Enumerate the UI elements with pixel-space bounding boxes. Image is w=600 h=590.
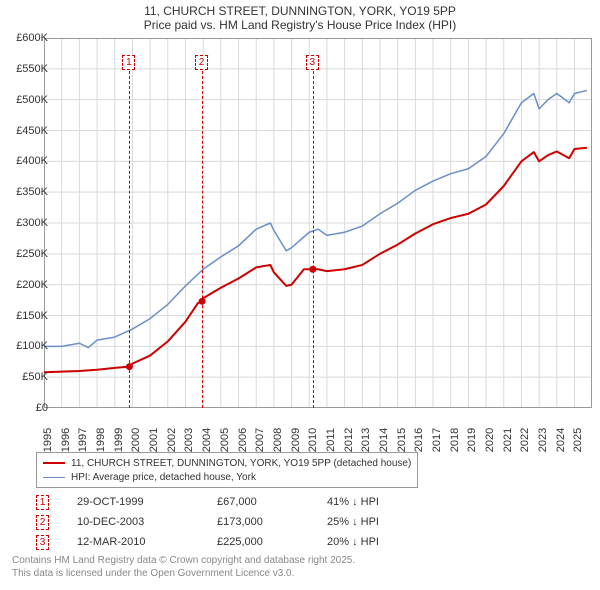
y-tick-label: £100K <box>8 340 48 352</box>
footer-line-2: This data is licensed under the Open Gov… <box>12 568 355 581</box>
x-tick-label: 2023 <box>537 428 549 452</box>
event-marker-box: 3 <box>306 55 319 70</box>
y-tick-label: £350K <box>8 186 48 198</box>
x-tick-label: 2021 <box>502 428 514 452</box>
y-tick-label: £150K <box>8 310 48 322</box>
x-tick-label: 2009 <box>290 428 302 452</box>
x-tick-label: 2012 <box>343 428 355 452</box>
x-tick-label: 2022 <box>519 428 531 452</box>
event-marker: 1 <box>36 495 49 510</box>
x-tick-label: 2018 <box>449 428 461 452</box>
y-tick-label: £550K <box>8 63 48 75</box>
footer-attribution: Contains HM Land Registry data © Crown c… <box>12 555 355 580</box>
event-vline <box>202 71 203 408</box>
chart-plot-area <box>44 38 592 408</box>
x-tick-label: 2001 <box>148 428 160 452</box>
x-tick-label: 2020 <box>484 428 496 452</box>
event-price: £225,000 <box>217 536 327 548</box>
x-tick-label: 2011 <box>325 428 337 452</box>
chart-container: 11, CHURCH STREET, DUNNINGTON, YORK, YO1… <box>0 0 600 590</box>
legend-row: HPI: Average price, detached house, York <box>43 470 411 484</box>
x-tick-label: 2005 <box>219 428 231 452</box>
x-tick-label: 2007 <box>254 428 266 452</box>
y-tick-label: £300K <box>8 217 48 229</box>
title-line-2: Price paid vs. HM Land Registry's House … <box>0 18 600 32</box>
event-row: 1 29-OCT-1999£67,00041% ↓ HPI <box>36 492 379 512</box>
event-row: 3 12-MAR-2010£225,00020% ↓ HPI <box>36 532 379 552</box>
x-tick-label: 2004 <box>201 428 213 452</box>
x-tick-label: 2019 <box>466 428 478 452</box>
y-tick-label: £500K <box>8 94 48 106</box>
y-tick-label: £400K <box>8 155 48 167</box>
x-tick-label: 1995 <box>42 428 54 452</box>
legend-box: 11, CHURCH STREET, DUNNINGTON, YORK, YO1… <box>36 452 418 488</box>
x-tick-label: 2010 <box>307 428 319 452</box>
event-marker-box: 2 <box>195 55 208 70</box>
y-tick-label: £0 <box>8 402 48 414</box>
event-vline <box>313 71 314 408</box>
x-tick-label: 2014 <box>378 428 390 452</box>
x-tick-label: 2025 <box>572 428 584 452</box>
event-marker-box: 1 <box>122 55 135 70</box>
y-tick-label: £200K <box>8 279 48 291</box>
x-tick-label: 1999 <box>113 428 125 452</box>
x-tick-label: 1996 <box>60 428 72 452</box>
legend-label: HPI: Average price, detached house, York <box>71 472 256 483</box>
chart-title-block: 11, CHURCH STREET, DUNNINGTON, YORK, YO1… <box>0 0 600 34</box>
x-tick-label: 2008 <box>272 428 284 452</box>
event-marker: 2 <box>36 515 49 530</box>
x-tick-label: 2003 <box>183 428 195 452</box>
x-tick-label: 2006 <box>237 428 249 452</box>
y-tick-label: £250K <box>8 248 48 260</box>
events-table: 1 29-OCT-1999£67,00041% ↓ HPI 2 10-DEC-2003… <box>36 492 379 552</box>
legend-row: 11, CHURCH STREET, DUNNINGTON, YORK, YO1… <box>43 456 411 470</box>
y-tick-label: £50K <box>8 371 48 383</box>
x-tick-label: 2016 <box>413 428 425 452</box>
x-tick-label: 2017 <box>431 428 443 452</box>
y-tick-label: £600K <box>8 32 48 44</box>
x-tick-label: 2024 <box>555 428 567 452</box>
event-price: £173,000 <box>217 516 327 528</box>
title-line-1: 11, CHURCH STREET, DUNNINGTON, YORK, YO1… <box>0 4 600 18</box>
chart-svg <box>44 38 592 408</box>
y-tick-label: £450K <box>8 125 48 137</box>
legend-swatch <box>43 477 65 478</box>
event-marker: 3 <box>36 535 49 550</box>
x-tick-label: 2013 <box>360 428 372 452</box>
event-delta: 20% ↓ HPI <box>327 536 379 548</box>
event-date: 10-DEC-2003 <box>77 516 217 528</box>
event-date: 29-OCT-1999 <box>77 496 217 508</box>
event-delta: 41% ↓ HPI <box>327 496 379 508</box>
footer-line-1: Contains HM Land Registry data © Crown c… <box>12 555 355 568</box>
legend-label: 11, CHURCH STREET, DUNNINGTON, YORK, YO1… <box>71 458 411 469</box>
x-tick-label: 1998 <box>95 428 107 452</box>
event-row: 2 10-DEC-2003£173,00025% ↓ HPI <box>36 512 379 532</box>
legend-swatch <box>43 462 65 464</box>
event-date: 12-MAR-2010 <box>77 536 217 548</box>
x-tick-label: 2000 <box>130 428 142 452</box>
event-vline <box>129 71 130 408</box>
event-price: £67,000 <box>217 496 327 508</box>
event-delta: 25% ↓ HPI <box>327 516 379 528</box>
x-tick-label: 1997 <box>77 428 89 452</box>
x-tick-label: 2002 <box>166 428 178 452</box>
x-tick-label: 2015 <box>396 428 408 452</box>
